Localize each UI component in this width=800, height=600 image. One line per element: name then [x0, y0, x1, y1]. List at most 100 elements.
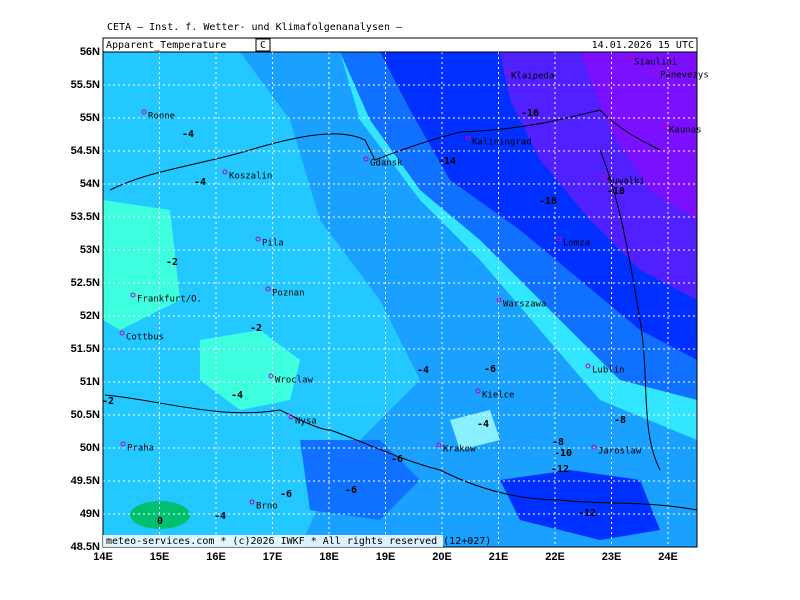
- city-marker: [130, 292, 136, 298]
- city-marker: [556, 236, 562, 242]
- contour-label: -16: [521, 108, 539, 119]
- city-label: Krakow: [443, 445, 476, 455]
- city-label: Praha: [127, 444, 154, 454]
- footer-bg: [103, 535, 443, 547]
- y-tick-label: 54.5N: [71, 145, 100, 157]
- y-tick-label: 51N: [80, 376, 100, 388]
- city-marker: [119, 330, 125, 336]
- contour-label: -8: [552, 437, 564, 448]
- city-marker: [222, 169, 228, 175]
- city-marker: [268, 373, 274, 379]
- city-label: Kaunas: [669, 126, 702, 136]
- x-tick-label: 15E: [150, 551, 170, 563]
- city-label: Kaliningrad: [472, 138, 532, 148]
- contour-label: -6: [391, 454, 403, 465]
- city-marker: [585, 363, 591, 369]
- contour-label: 0: [157, 516, 163, 527]
- contour-label: -2: [250, 323, 262, 334]
- valid-time: 14.01.2026 15 UTC: [592, 40, 694, 51]
- footer: meteo-services.com * (c)2026 IWKF * All …: [106, 536, 491, 547]
- contour-label: -2: [166, 257, 178, 268]
- x-tick-label: 22E: [545, 551, 565, 563]
- city-label: Lomza: [563, 239, 590, 249]
- city-label: Jaroslaw: [598, 447, 642, 457]
- city-marker: [120, 441, 126, 447]
- unit-box: [255, 38, 271, 52]
- x-tick-label: 23E: [602, 551, 622, 563]
- city-marker: [249, 499, 255, 505]
- city-label: Koszalin: [229, 172, 272, 182]
- contour-label: -18: [539, 196, 557, 207]
- x-tick-label: 20E: [432, 551, 452, 563]
- y-tick-label: 56N: [80, 46, 100, 58]
- contour-label: -4: [417, 365, 429, 376]
- city-label: Kielce: [482, 391, 515, 401]
- contour-label: -8: [614, 415, 626, 426]
- city-label: Gdansk: [370, 159, 403, 169]
- city-label: Cottbus: [126, 333, 164, 343]
- city-label: Frankfurt/O.: [137, 295, 202, 305]
- city-label: Panevezys: [660, 71, 709, 81]
- city-marker: [363, 156, 369, 162]
- y-tick-label: 52.5N: [71, 277, 100, 289]
- city-marker: [436, 442, 442, 448]
- city-label: Suwalki: [607, 177, 645, 187]
- contour-label: -4: [477, 419, 489, 430]
- contour-label: -18: [607, 186, 625, 197]
- x-tick-label: 21E: [489, 551, 509, 563]
- city-label: Warszawa: [503, 300, 546, 310]
- city-marker: [255, 236, 261, 242]
- x-tick-label: 17E: [263, 551, 283, 563]
- city-label: Nysa: [295, 417, 317, 427]
- city-label: Ronne: [148, 112, 175, 122]
- map-title: Apparent_Temperature: [106, 40, 226, 51]
- contour-label: -6: [345, 485, 357, 496]
- city-marker: [496, 297, 502, 303]
- unit: C: [260, 40, 266, 51]
- contour-label: -6: [280, 489, 292, 500]
- contour-label: -10: [554, 448, 572, 459]
- contour-label: -6: [484, 364, 496, 375]
- city-marker: [591, 444, 597, 450]
- city-marker: [288, 414, 294, 420]
- city-marker: [662, 123, 668, 129]
- contour-label: -12: [551, 464, 569, 475]
- city-marker: [627, 55, 633, 61]
- y-tick-label: 48.5N: [71, 541, 100, 553]
- city-marker: [504, 69, 510, 75]
- y-tick-label: 55N: [80, 112, 100, 124]
- temperature-field: [103, 52, 697, 547]
- y-tick-label: 52N: [80, 310, 100, 322]
- city-marker: [465, 135, 471, 141]
- y-tick-label: 55.5N: [71, 79, 100, 91]
- city-label: Pila: [262, 239, 284, 249]
- city-label: Poznan: [272, 289, 305, 299]
- y-tick-label: 51.5N: [71, 343, 100, 355]
- contour-label: -12: [578, 508, 596, 519]
- y-tick-label: 50N: [80, 442, 100, 454]
- y-tick-label: 54N: [80, 178, 100, 190]
- y-tick-label: 53.5N: [71, 211, 100, 223]
- city-marker: [653, 68, 659, 74]
- city-label: Klaipeda: [511, 72, 554, 82]
- y-tick-label: 49N: [80, 508, 100, 520]
- contour-label: -4: [231, 390, 243, 401]
- city-marker: [141, 109, 147, 115]
- x-tick-label: 19E: [376, 551, 396, 563]
- city-label: Siauliai: [634, 58, 677, 68]
- y-tick-label: 49.5N: [71, 475, 100, 487]
- x-tick-label: 16E: [206, 551, 226, 563]
- city-label: Brno: [256, 502, 278, 512]
- contour-label: -14: [438, 156, 456, 167]
- title-bar: [102, 37, 698, 53]
- contour-label: -2: [102, 396, 114, 407]
- city-label: Wroclaw: [275, 376, 314, 386]
- contour-label: -4: [194, 177, 206, 188]
- header: CETA — Inst. f. Wetter- und Klimafolgena…: [107, 22, 403, 33]
- y-tick-label: 53N: [80, 244, 100, 256]
- city-marker: [265, 286, 271, 292]
- contour-label: -4: [182, 129, 194, 140]
- contour-label: -4: [214, 511, 226, 522]
- city-marker: [600, 174, 606, 180]
